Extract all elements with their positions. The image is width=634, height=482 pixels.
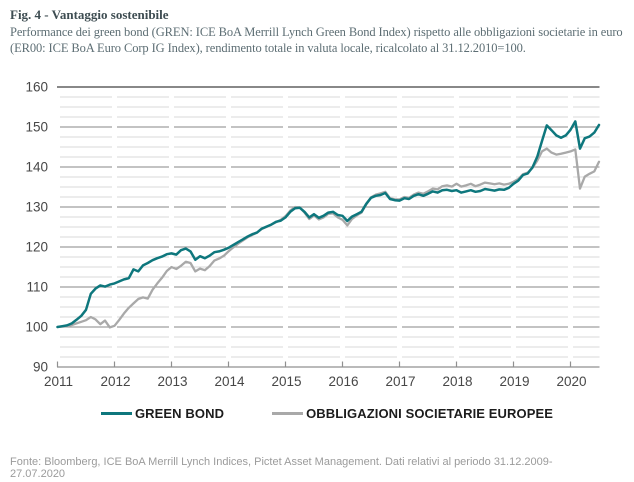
corporate-bond-line bbox=[56, 147, 601, 329]
y-axis-label-140: 140 bbox=[25, 160, 48, 175]
x-axis-label-2011: 2011 bbox=[44, 374, 73, 389]
line-chart: 90 100 110 120 130 140 150 160 2011 2012 2013 2014 2… bbox=[25, 80, 601, 389]
x-axis-label-2017: 2017 bbox=[385, 374, 415, 389]
source-note-line2: 27.07.2020 bbox=[10, 468, 66, 480]
y-axis-label-130: 130 bbox=[25, 200, 48, 215]
corporate-bond-line-swatch bbox=[272, 412, 304, 415]
legend-label-corporate-bonds: OBBLIGAZIONI SOCIETARIE EUROPEE bbox=[306, 406, 554, 421]
legend-item-green-bond: GREEN BOND bbox=[100, 406, 225, 421]
x-axis-label-2012: 2012 bbox=[100, 374, 130, 389]
source-note-line1: Fonte: Bloomberg, ICE BoA Merrill Lynch … bbox=[10, 456, 553, 468]
y-axis-label-160: 160 bbox=[25, 80, 48, 95]
figure-subtitle-line2: (ER00: ICE BoA Euro Corp IG Index), rend… bbox=[10, 41, 526, 55]
y-axis-label-90: 90 bbox=[33, 360, 48, 375]
x-axis-label-2013: 2013 bbox=[157, 374, 187, 389]
y-axis-label-120: 120 bbox=[25, 240, 48, 255]
green-bond-line bbox=[56, 120, 601, 329]
green-bond-line-swatch bbox=[100, 412, 132, 415]
legend-item-corporate-bonds: OBBLIGAZIONI SOCIETARIE EUROPEE bbox=[272, 406, 553, 421]
x-axis-label-2018: 2018 bbox=[442, 374, 472, 389]
y-axis-label-150: 150 bbox=[25, 120, 48, 135]
x-axis-label-2019: 2019 bbox=[499, 374, 529, 389]
x-axis-label-2014: 2014 bbox=[214, 374, 245, 389]
x-axis-label-2016: 2016 bbox=[328, 374, 358, 389]
x-axis-label-2020: 2020 bbox=[556, 374, 586, 389]
figure-title: Fig. 4 - Vantaggio sostenibile bbox=[10, 7, 169, 22]
y-axis-label-110: 110 bbox=[26, 280, 48, 295]
figure-subtitle-line1: Performance dei green bond (GREN: ICE Bo… bbox=[10, 25, 623, 39]
legend-label-green-bond: GREEN BOND bbox=[134, 406, 225, 421]
chart-legend: GREEN BOND OBBLIGAZIONI SOCIETARIE EUROP… bbox=[10, 406, 634, 421]
x-axis-label-2015: 2015 bbox=[271, 374, 301, 389]
y-axis-label-100: 100 bbox=[25, 320, 48, 335]
